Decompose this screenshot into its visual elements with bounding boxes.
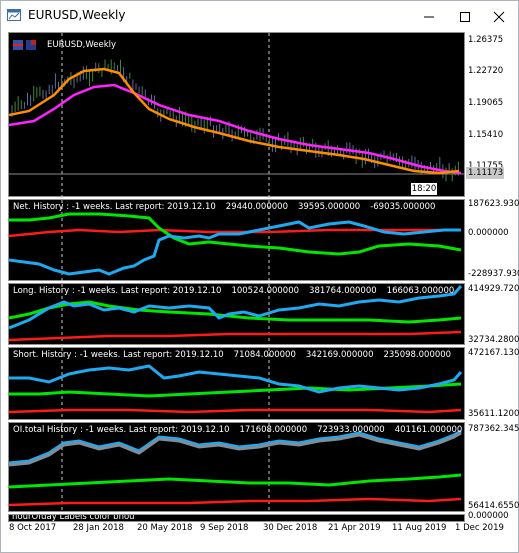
time-tick: 8 Oct 2017 [9, 523, 57, 533]
hour-of-day-pane[interactable]: hourOfday Labels color bnou [8, 514, 465, 522]
title-bar[interactable]: EURUSD,Weekly [1, 1, 518, 32]
long-series-green [9, 300, 462, 324]
time-tick: 9 Sep 2018 [200, 523, 249, 533]
moving-average-fast [9, 67, 460, 175]
oi-series-green [9, 473, 462, 489]
net-history-pane[interactable]: Net. History : -1 weeks. Last report: 20… [8, 199, 465, 282]
long-history-pane[interactable]: Long. History : -1 weeks. Last report: 2… [8, 283, 465, 346]
chart-area[interactable]: EURUSD,Weekly 1.26375 1.22720 1.19065 1.… [8, 32, 519, 536]
net-series-blue [9, 220, 461, 276]
time-tick: 1 Dec 2019 [455, 523, 504, 533]
current-time-tag: 18:20 [410, 182, 438, 196]
short-history-plot [9, 348, 463, 421]
net-scale-zero: 0.000000 [468, 228, 509, 238]
long-history-title: Long. History : -1 weeks. Last report: 2… [13, 286, 455, 296]
minimize-icon [424, 16, 434, 18]
symbol-flag-icon [13, 40, 36, 50]
net-series-green [9, 212, 462, 256]
time-axis[interactable]: 8 Oct 2017 28 Jan 2018 20 May 2018 9 Sep… [8, 522, 513, 536]
oi-series-red [9, 497, 462, 507]
price-candles [11, 59, 459, 182]
price-tick: 1.22720 [468, 66, 504, 76]
chart-window-icon [7, 9, 21, 21]
oi-series-blue [9, 429, 462, 465]
net-scale-min: -228937.930 [468, 269, 519, 279]
close-icon [493, 11, 505, 23]
close-button[interactable] [478, 1, 519, 32]
oi-total-history-plot [9, 423, 462, 513]
long-scale-max: 414929.720 [468, 284, 519, 294]
window-title: EURUSD,Weekly [28, 8, 126, 22]
time-tick: 30 Dec 2018 [263, 523, 318, 533]
time-tick: 20 May 2018 [137, 523, 193, 533]
oi-scale[interactable]: 787362.345 56414.6550 [465, 422, 519, 514]
net-scale[interactable]: 187623.930 0.000000 -228937.930 [465, 199, 519, 281]
long-series-red [9, 330, 462, 342]
symbol-label: EURUSD,Weekly [47, 40, 117, 50]
oi-scale-min: 56414.6550 [468, 501, 519, 511]
short-scale-min: 35611.12000 [468, 409, 519, 419]
net-series-red [9, 228, 461, 238]
short-scale-max: 472167.130 [468, 348, 519, 358]
time-tick: 28 Jan 2018 [73, 523, 124, 533]
price-tick: 1.11755 [468, 161, 504, 171]
short-history-pane[interactable]: Short. History : -1 weeks. Last report: … [8, 347, 465, 421]
current-price-tag: 1.11173 [466, 167, 504, 179]
price-plot [9, 33, 466, 198]
minimize-button[interactable] [408, 1, 450, 32]
maximize-icon [460, 12, 470, 22]
long-scale-min: 32734.2800 [468, 335, 519, 345]
hour-of-day-scale: 0.000000 [465, 511, 513, 522]
net-scale-max: 187623.930 [468, 199, 519, 209]
price-pane[interactable]: EURUSD,Weekly [8, 32, 466, 198]
time-tick: 11 Aug 2019 [392, 523, 447, 533]
oi-total-history-title: OI.total History : -1 weeks. Last report… [13, 425, 505, 435]
price-tick: 1.26375 [468, 35, 504, 45]
price-tick: 1.19065 [468, 98, 504, 108]
time-tick: 21 Apr 2019 [328, 523, 381, 533]
oi-total-history-pane[interactable]: OI.total History : -1 weeks. Last report… [8, 422, 505, 513]
hour-of-day-label: hourOfday Labels color bnou [12, 514, 135, 522]
net-history-title: Net. History : -1 weeks. Last report: 20… [13, 202, 436, 212]
short-series-red [9, 408, 462, 414]
long-history-plot [9, 284, 463, 346]
long-series-blue [9, 285, 463, 330]
oi-scale-max: 787362.345 [468, 424, 519, 434]
price-tick: 1.15410 [468, 130, 504, 140]
long-scale[interactable]: 414929.720 32734.2800 [465, 283, 519, 345]
short-history-title: Short. History : -1 weeks. Last report: … [13, 350, 452, 360]
short-series-blue [9, 364, 463, 394]
moving-average-slow [9, 83, 462, 175]
maximize-button[interactable] [444, 1, 486, 32]
oi-series-gray [9, 431, 462, 467]
hour-of-day-scale-value: 0.000000 [468, 511, 509, 521]
net-history-plot [9, 200, 462, 282]
short-scale[interactable]: 472167.130 35611.12000 [465, 347, 519, 420]
